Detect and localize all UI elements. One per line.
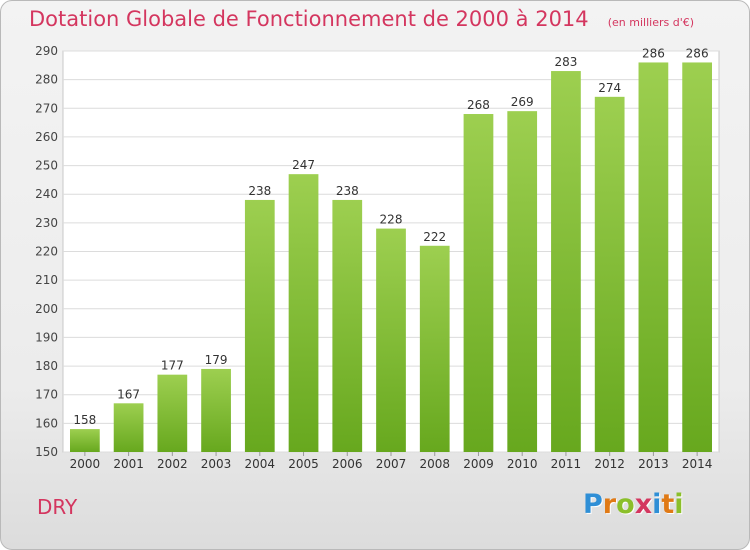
y-tick-label: 180 — [35, 359, 58, 373]
data-label: 247 — [292, 158, 315, 172]
chart-unit: (en milliers d'€) — [607, 16, 695, 29]
bar-2010 — [507, 111, 538, 453]
logo-letter: r — [602, 489, 617, 520]
data-label: 274 — [598, 81, 621, 95]
bar-2001 — [113, 403, 144, 452]
logo-letter: i — [674, 489, 684, 520]
data-label: 158 — [73, 413, 96, 427]
bar-2002 — [157, 374, 188, 452]
bars — [69, 62, 713, 453]
bar-2006 — [332, 199, 363, 452]
y-tick-label: 270 — [35, 101, 58, 115]
bar-2007 — [376, 228, 406, 452]
bar-2005 — [288, 174, 319, 452]
y-tick-label: 260 — [35, 130, 58, 144]
x-tick-label: 2009 — [463, 457, 494, 471]
data-label: 179 — [205, 353, 228, 367]
data-labels: 158 167 177 179 238 247 238 228 222 268 269 283 274 2… — [73, 46, 708, 427]
data-label: 177 — [161, 359, 184, 373]
data-label: 286 — [642, 46, 665, 60]
y-tick-label: 250 — [35, 159, 58, 173]
data-label: 222 — [423, 230, 446, 244]
bar-2003 — [201, 368, 231, 452]
x-tick-label: 2013 — [638, 457, 669, 471]
x-tick-label: 2008 — [419, 457, 450, 471]
x-tick-label: 2010 — [507, 457, 538, 471]
x-tick-label: 2006 — [332, 457, 363, 471]
x-tick-label: 2001 — [113, 457, 144, 471]
place-name: DRY — [37, 495, 78, 519]
bar-2000 — [69, 429, 100, 452]
x-tick-label: 2002 — [157, 457, 188, 471]
x-tick-label: 2003 — [201, 457, 232, 471]
bar-2009 — [463, 114, 494, 452]
data-label: 269 — [511, 95, 534, 109]
chart-header: Dotation Globale de Fonctionnement de 20… — [29, 7, 694, 31]
x-tick-label: 2004 — [245, 457, 276, 471]
y-tick-label: 170 — [35, 388, 58, 402]
x-tick-label: 2012 — [594, 457, 625, 471]
y-tick-label: 230 — [35, 216, 58, 230]
logo-letter: P — [583, 489, 603, 520]
data-label: 283 — [554, 55, 577, 69]
y-tick-label: 240 — [35, 187, 58, 201]
x-tick-label: 2007 — [376, 457, 407, 471]
x-tick-labels: 2000 2001 2002 2003 2004 2005 2006 2007 2008 2009… — [70, 452, 713, 471]
bar-2004 — [244, 199, 275, 452]
data-label: 167 — [117, 387, 140, 401]
y-tick-labels: 150 160 170 180 190 200 210 220 230 240 250 260 270 2… — [35, 44, 58, 459]
data-label: 238 — [336, 184, 359, 198]
bar-2008 — [419, 245, 450, 452]
y-tick-label: 190 — [35, 330, 58, 344]
logo-letter: x — [634, 489, 653, 520]
y-tick-label: 280 — [35, 73, 58, 87]
chart-title: Dotation Globale de Fonctionnement de 20… — [29, 7, 589, 31]
bar-2013 — [638, 62, 669, 452]
x-tick-label: 2005 — [288, 457, 319, 471]
bar-2011 — [551, 71, 581, 453]
y-tick-label: 210 — [35, 273, 58, 287]
y-tick-label: 150 — [35, 445, 58, 459]
logo-letter: i — [652, 489, 662, 520]
y-tick-label: 160 — [35, 416, 58, 430]
proxiti-logo: Proxiti — [583, 489, 684, 520]
x-tick-label: 2014 — [682, 457, 713, 471]
data-label: 268 — [467, 98, 490, 112]
logo-letter: t — [661, 489, 675, 520]
data-label: 238 — [248, 184, 271, 198]
x-tick-label: 2000 — [70, 457, 101, 471]
y-tick-label: 200 — [35, 302, 58, 316]
data-label: 228 — [380, 213, 403, 227]
y-tick-label: 290 — [35, 44, 58, 58]
bar-2014 — [682, 62, 713, 452]
data-label: 286 — [686, 46, 709, 60]
bar-2012 — [594, 96, 625, 452]
y-tick-label: 220 — [35, 245, 58, 259]
logo-letter: o — [616, 489, 635, 520]
x-tick-label: 2011 — [551, 457, 582, 471]
